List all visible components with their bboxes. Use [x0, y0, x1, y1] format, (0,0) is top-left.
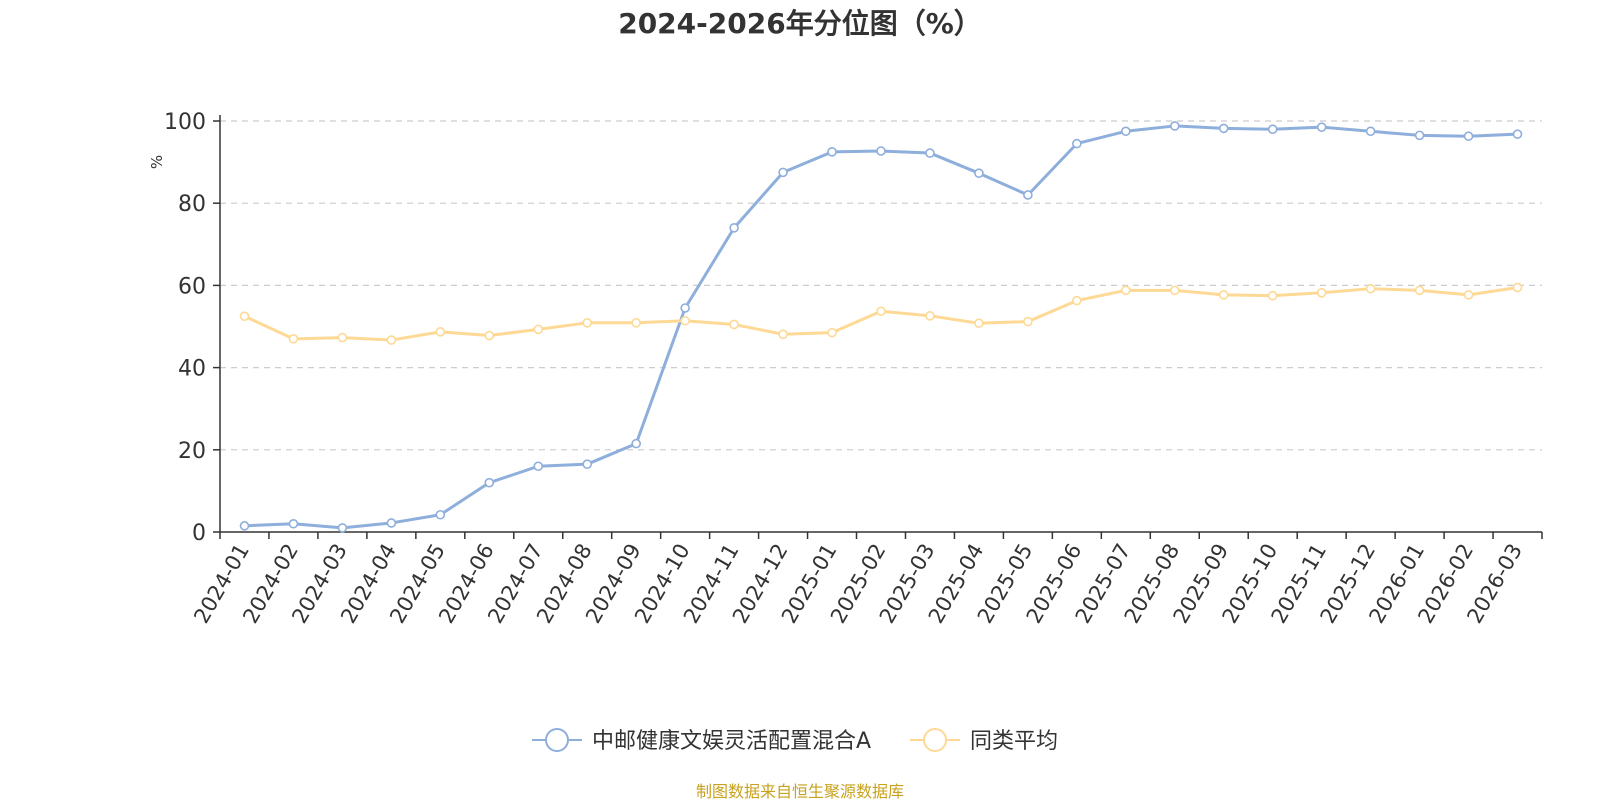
data-point	[631, 318, 641, 328]
data-point	[1365, 126, 1376, 137]
data-point	[533, 461, 544, 472]
data-point	[925, 311, 935, 321]
legend-marker	[545, 728, 569, 752]
legend-item-1[interactable]: 中邮健康文娱灵活配置混合A	[532, 728, 871, 754]
data-point	[386, 335, 397, 345]
data-point	[827, 147, 837, 157]
data-point	[582, 459, 593, 469]
series-lines	[239, 121, 1523, 533]
legend-marker	[923, 728, 947, 752]
series-line	[242, 124, 1520, 530]
data-point	[337, 523, 348, 533]
legend[interactable]: 中邮健康文娱灵活配置混合A 同类平均	[532, 728, 1058, 754]
data-point	[974, 318, 984, 329]
data-point	[288, 518, 299, 529]
data-point	[1023, 190, 1033, 200]
data-point	[1218, 290, 1229, 300]
y-axis-label: %	[148, 155, 166, 169]
legend-item-2[interactable]: 同类平均	[910, 728, 1058, 754]
data-point	[1316, 122, 1327, 132]
data-point	[1512, 282, 1523, 293]
data-point	[533, 324, 544, 335]
data-point	[680, 315, 690, 326]
data-point	[1267, 124, 1278, 135]
data-point	[239, 521, 250, 531]
axes: 0204060801002024-012024-022024-032024-04…	[164, 110, 1543, 627]
data-point	[484, 330, 495, 341]
data-point	[435, 327, 446, 337]
data-point	[239, 311, 250, 322]
y-tick-label: 0	[192, 521, 206, 546]
data-point	[1463, 290, 1474, 300]
data-point	[729, 223, 739, 233]
data-point	[1316, 287, 1327, 298]
series-1	[239, 121, 1523, 533]
data-point	[1169, 121, 1180, 131]
y-tick-label: 100	[164, 110, 206, 135]
data-point	[1072, 138, 1082, 149]
data-point	[1463, 131, 1474, 142]
data-point	[827, 327, 837, 338]
data-point	[1218, 123, 1229, 134]
data-point	[778, 167, 788, 178]
data-point	[876, 306, 886, 317]
y-tick-label: 40	[178, 357, 206, 382]
data-point	[435, 509, 446, 520]
data-point	[1512, 129, 1523, 139]
data-point	[631, 438, 641, 449]
data-point	[582, 318, 593, 328]
y-tick-label: 60	[178, 274, 206, 299]
gridlines	[220, 120, 1542, 451]
data-point	[680, 303, 690, 313]
data-point	[1169, 285, 1180, 296]
data-point	[337, 332, 348, 343]
data-point	[729, 319, 739, 330]
legend-label: 中邮健康文娱灵活配置混合A	[592, 729, 871, 754]
series-2	[239, 282, 1523, 345]
chart-title: 2024-2026年分位图（%）	[618, 7, 982, 40]
data-point	[974, 168, 984, 178]
y-tick-label: 20	[178, 439, 206, 464]
data-point	[386, 518, 397, 528]
data-point	[288, 334, 299, 344]
data-point	[1267, 290, 1278, 301]
data-point	[1121, 126, 1131, 137]
data-point	[876, 146, 886, 156]
data-point	[925, 148, 935, 158]
data-point	[1414, 285, 1425, 296]
data-point	[1023, 316, 1033, 327]
data-point	[1414, 130, 1425, 141]
y-tick-label: 80	[178, 192, 206, 217]
data-point	[484, 477, 495, 488]
data-point	[1365, 283, 1376, 294]
data-point	[1072, 295, 1082, 306]
legend-label: 同类平均	[970, 729, 1058, 754]
data-point	[778, 329, 788, 340]
source-note: 制图数据来自恒生聚源数据库	[695, 782, 904, 801]
data-point	[1121, 285, 1131, 296]
